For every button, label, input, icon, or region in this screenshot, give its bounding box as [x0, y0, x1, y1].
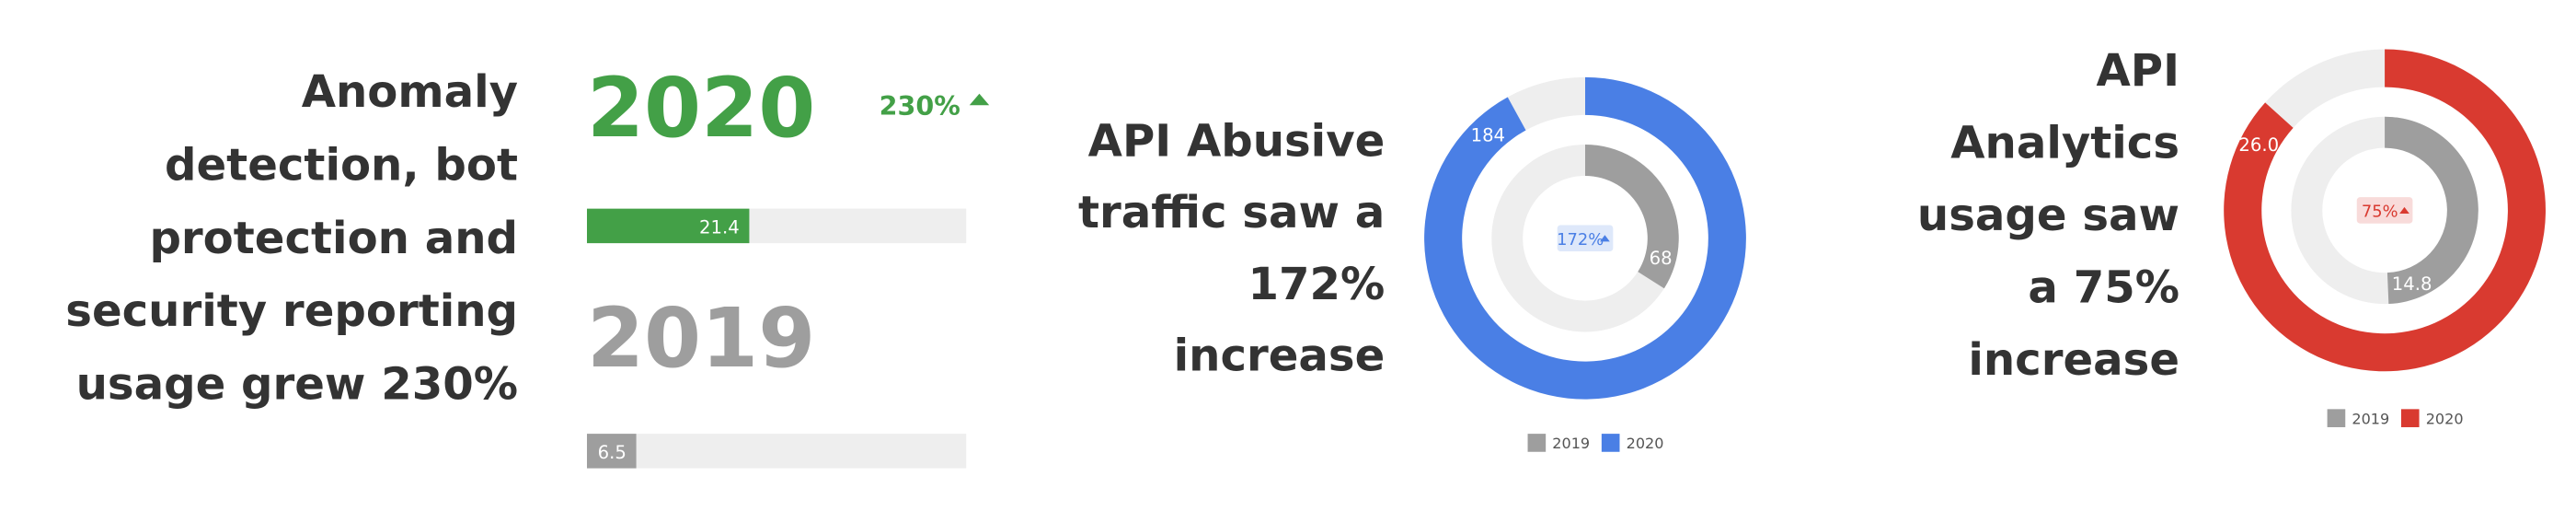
description-line: usage saw — [1917, 190, 2179, 241]
up-arrow — [969, 93, 990, 106]
description-line: Anomaly — [302, 66, 518, 118]
legend-label: 2019 — [1552, 435, 1590, 452]
description-line: increase — [1968, 334, 2179, 386]
description-line: protection and — [149, 213, 518, 264]
value-label: 21.4 — [699, 216, 740, 238]
legend-swatch — [2400, 409, 2420, 427]
change-pill — [1557, 225, 1614, 252]
legend-swatch — [1601, 434, 1620, 452]
value-label: 26.0 — [2238, 134, 2279, 156]
ring-arc — [2385, 116, 2478, 305]
value-label: 6.5 — [598, 442, 627, 463]
legend-swatch — [1527, 434, 1547, 452]
description-line: API — [2097, 45, 2180, 97]
change-label: 75% — [2362, 203, 2398, 222]
value-label: 68 — [1650, 248, 1673, 269]
description-line: usage grew 230% — [76, 359, 518, 411]
legend-label: 2020 — [1627, 435, 1664, 452]
description-line: traffic saw a — [1078, 187, 1385, 238]
up-arrow — [2399, 206, 2409, 214]
legend-swatch — [2327, 409, 2346, 427]
description-line: a 75% — [2028, 261, 2179, 313]
change-pill — [2356, 197, 2413, 224]
change-label: 172% — [1557, 230, 1604, 250]
ring-arc — [1585, 145, 1679, 289]
bar-track — [586, 434, 967, 469]
description-line: increase — [1174, 330, 1386, 381]
change-label: 230% — [880, 90, 960, 122]
description-line: security reporting — [65, 285, 518, 337]
legend-label: 2020 — [2426, 410, 2464, 427]
legend-label: 2019 — [2352, 410, 2389, 427]
description-line: 172% — [1248, 259, 1385, 310]
year-label: 2019 — [587, 291, 815, 387]
description-line: Analytics — [1950, 117, 2179, 168]
value-label: 184 — [1471, 124, 1505, 145]
year-label: 2020 — [587, 61, 815, 157]
bar — [586, 434, 637, 469]
value-label: 14.8 — [2392, 273, 2432, 295]
bar — [586, 208, 750, 244]
up-arrow — [1600, 235, 1610, 242]
description-line: detection, bot — [165, 139, 518, 191]
description-line: API Abusive — [1088, 116, 1386, 168]
